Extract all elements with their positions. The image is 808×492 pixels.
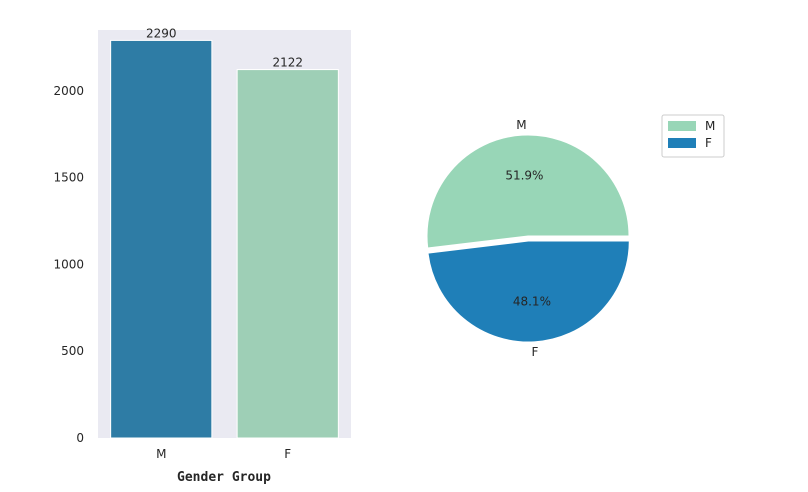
pie-slice-label: F	[531, 345, 538, 359]
y-tick-label: 1500	[53, 171, 84, 185]
legend-swatch	[668, 138, 696, 148]
y-tick-label: 500	[61, 344, 84, 358]
y-tick-label: 0	[76, 431, 84, 445]
legend-label: F	[705, 136, 712, 150]
y-tick-label: 2000	[53, 84, 84, 98]
x-tick-label: M	[156, 447, 166, 461]
legend-label: M	[705, 119, 715, 133]
pie-slice-F	[427, 240, 630, 343]
x-tick-label: F	[284, 447, 291, 461]
x-axis-title: Gender Group	[177, 470, 271, 485]
bar-data-label: 2122	[272, 56, 303, 70]
bar-data-label: 2290	[146, 26, 177, 40]
y-tick-label: 1000	[53, 257, 84, 271]
pie-slice-label: M	[516, 118, 526, 132]
bar-M	[110, 39, 213, 439]
pie-chart: M51.9%F48.1% MF	[426, 114, 725, 359]
legend: MF	[661, 114, 725, 158]
legend-swatch	[668, 121, 696, 131]
pie-pct-label: 48.1%	[513, 295, 551, 309]
bar-F	[236, 69, 339, 439]
pie-slice-M	[426, 134, 630, 249]
pie-pct-label: 51.9%	[505, 169, 543, 183]
pie-slices: M 51.9% F 48.1%	[426, 118, 630, 359]
y-axis: 0 500 1000 1500 2000	[53, 84, 84, 445]
bars: 2290 2122	[110, 26, 339, 439]
